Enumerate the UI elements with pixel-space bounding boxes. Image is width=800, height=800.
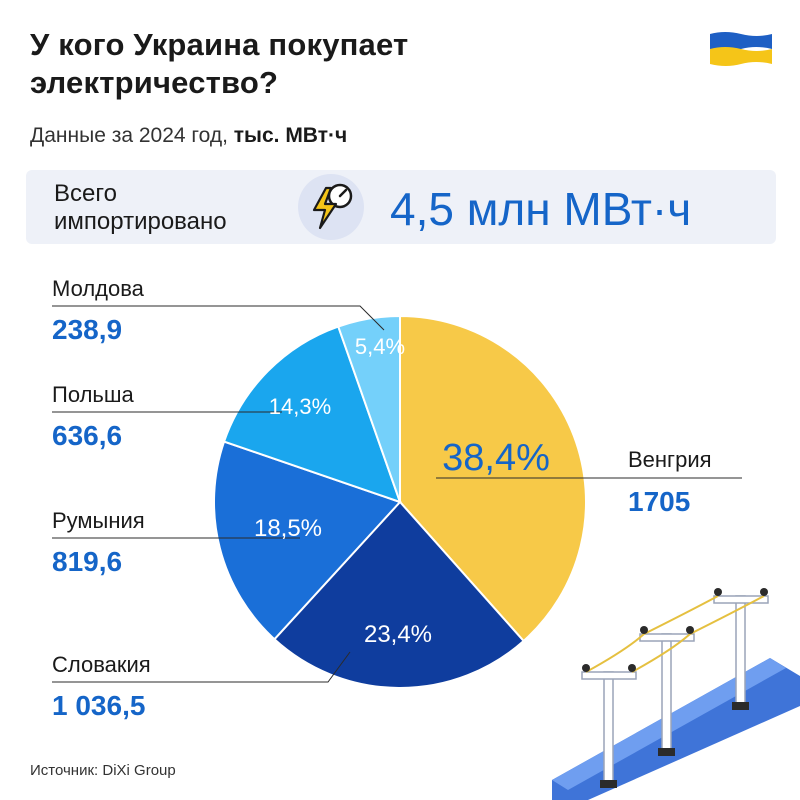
value-poland: 636,6: [52, 420, 123, 451]
pie-slice-moldova: [336, 314, 401, 503]
label-moldova: Молдова: [52, 276, 144, 301]
value-hungary: 1705: [628, 486, 691, 517]
value-moldova: 238,9: [52, 314, 123, 345]
source-note: Источник: DiXi Group: [30, 762, 176, 779]
subtitle-period: Данные за 2024 год,: [30, 124, 234, 147]
total-import-value: 4,5 млн МВт·ч: [390, 183, 692, 235]
value-slovakia: 1 036,5: [52, 690, 146, 721]
lightning-meter-icon: [298, 174, 364, 240]
subtitle-unit: тыс. МВт·ч: [233, 124, 348, 147]
leader-line-slovakia: [52, 651, 351, 683]
total-import-banner: Всего импортировано 4,5 млн МВт·ч: [26, 170, 776, 244]
label-hungary: Венгрия: [628, 447, 712, 472]
value-romania: 819,6: [52, 546, 123, 577]
pie-slice-romania: [213, 440, 402, 641]
label-slovakia: Словакия: [52, 652, 151, 677]
leader-line-moldova: [52, 305, 385, 331]
pie-slice-slovakia: [273, 500, 526, 689]
subtitle: Данные за 2024 год, тыс. МВт·ч: [30, 124, 347, 148]
pct-label-romania: 18,5%: [254, 515, 322, 542]
label-poland: Польша: [52, 382, 134, 407]
pie-slice-poland: [222, 325, 402, 504]
power-lines-illustration: [552, 588, 800, 800]
ukraine-flag-icon: [710, 32, 772, 66]
pct-label-hungary: 38,4%: [442, 437, 550, 479]
pct-label-slovakia: 23,4%: [364, 621, 432, 648]
pct-label-moldova: 5,4%: [355, 334, 405, 359]
pct-label-poland: 14,3%: [269, 394, 331, 419]
total-import-label: Всего импортировано: [54, 180, 227, 235]
label-romania: Румыния: [52, 508, 145, 533]
page-title: У кого Украина покупает электричество?: [30, 27, 409, 100]
